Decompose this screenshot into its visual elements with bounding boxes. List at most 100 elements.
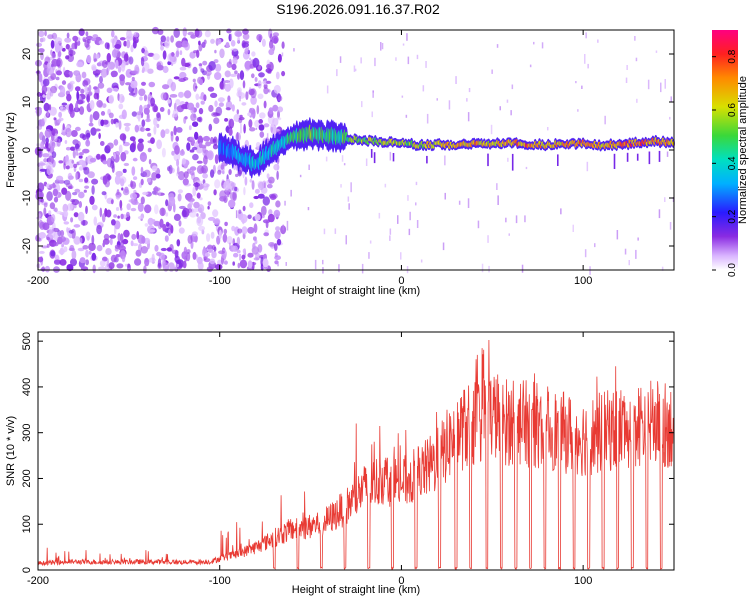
noise-speckle [224,70,231,78]
noise-speckle [92,34,99,39]
noise-speckle [227,95,231,103]
noise-speckle [213,59,219,64]
noise-speckle [144,223,149,227]
noise-speckle [108,94,114,104]
noise-speckle [58,160,64,164]
noise-speckle [178,91,184,98]
noise-speckle [196,160,203,164]
noise-speckle [63,210,69,218]
noise-speckle [263,100,267,109]
noise-streak [481,263,484,273]
noise-speckle [184,116,188,120]
noise-speckle [50,250,56,257]
noise-speckle [79,237,83,244]
noise-speckle [79,133,86,139]
noise-speckle [257,193,265,199]
noise-speckle [250,96,257,105]
ridge-streak [426,155,428,164]
snr-panel: -200 -100 0 100 0 100 200 300 400 500 Height of s… [5,331,675,596]
noise-streak [529,64,532,68]
noise-speckle [98,40,104,45]
noise-speckle [266,80,271,84]
noise-speckle [207,201,212,207]
noise-speckle [82,167,88,171]
noise-speckle [249,63,254,69]
noise-speckle [74,40,78,50]
noise-speckle [220,164,225,170]
noise-speckle [141,119,146,127]
noise-speckle [247,260,253,269]
noise-speckle [196,213,199,217]
noise-speckle [71,159,74,164]
noise-speckle [217,38,222,45]
noise-speckle [74,188,81,193]
noise-streak [664,197,666,202]
noise-speckle [78,201,83,208]
snr-xtick-label: 100 [574,575,592,587]
noise-speckle [145,127,151,132]
noise-speckle [189,136,195,141]
noise-speckle [53,117,57,121]
noise-speckle [274,243,278,252]
noise-streak [541,42,544,49]
noise-streak [400,252,402,260]
noise-speckle [114,175,121,185]
noise-speckle [231,63,237,71]
noise-speckle [47,34,54,40]
noise-speckle [244,176,248,186]
noise-speckle [46,243,50,248]
noise-streak [577,109,579,112]
noise-speckle [73,163,78,168]
noise-speckle [39,250,45,254]
noise-streak [235,210,238,219]
noise-speckle [41,84,48,94]
noise-speckle [122,168,127,173]
noise-streak [604,115,606,125]
noise-speckle [256,34,263,41]
noise-speckle [59,259,67,266]
noise-speckle [88,84,92,93]
noise-speckle [143,237,151,245]
noise-speckle [123,229,130,238]
noise-streak [308,164,310,170]
noise-speckle [57,119,62,124]
noise-speckle [120,151,127,162]
noise-speckle [99,76,103,84]
noise-streak [345,235,347,245]
noise-speckle [83,189,87,193]
colorbar-label: Normalized spectral amplitude [737,76,749,224]
noise-speckle [99,260,106,267]
noise-streak [249,87,251,90]
noise-speckle [276,238,282,246]
noise-speckle [96,153,101,160]
noise-speckle [262,219,271,224]
snr-xtick-label: -200 [27,575,49,587]
noise-speckle [96,244,103,252]
noise-streak [585,32,587,39]
noise-streak [584,54,586,64]
noise-speckle [212,144,219,150]
noise-speckle [62,203,69,213]
noise-speckle [37,199,41,206]
noise-streak [625,77,628,83]
noise-speckle [276,117,282,121]
noise-streak [255,127,258,130]
noise-streak [395,57,397,61]
noise-speckle [54,133,58,142]
noise-streak [586,161,589,172]
noise-speckle [161,147,166,158]
noise-streak [468,88,471,93]
noise-speckle [179,50,183,56]
noise-speckle [274,128,280,132]
noise-speckle [70,217,74,223]
noise-speckle [51,151,57,159]
noise-speckle [203,94,207,102]
noise-speckle [157,258,162,268]
noise-streak [334,228,337,234]
noise-speckle [176,239,181,247]
noise-speckle [241,226,248,235]
noise-speckle [101,213,106,223]
snr-ytick-label: 200 [21,469,33,487]
noise-speckle [120,213,124,220]
noise-speckle [214,179,221,189]
